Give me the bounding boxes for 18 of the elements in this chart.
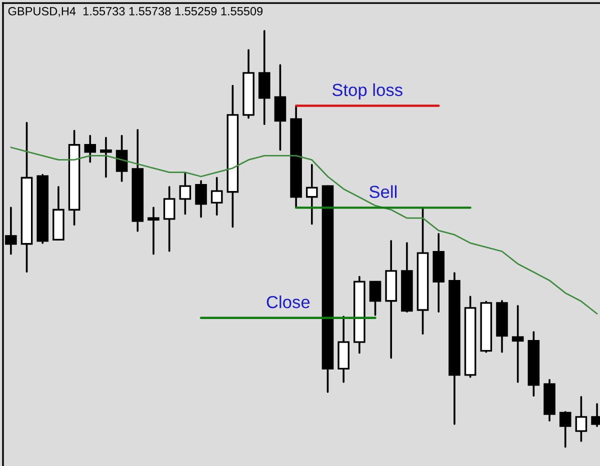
candlestick	[163, 186, 176, 252]
candlestick	[195, 180, 207, 218]
candlestick	[369, 280, 382, 316]
candlestick	[210, 176, 223, 216]
candlestick	[306, 164, 318, 225]
series-label: Close	[266, 295, 310, 308]
candlestick	[274, 64, 286, 151]
candlestick	[512, 304, 524, 383]
candlestick	[84, 134, 96, 163]
candlestick	[116, 134, 128, 182]
candlestick	[179, 172, 192, 215]
candlestick	[100, 136, 112, 178]
candlestick	[559, 411, 572, 448]
series-label: Stop loss	[332, 83, 402, 100]
series-label: Sell	[369, 185, 396, 198]
chart-title: GBPUSD,H4 1.55733 1.55738 1.55259 1.55509	[8, 7, 263, 17]
candlestick	[148, 206, 160, 255]
candlestick	[575, 396, 588, 442]
